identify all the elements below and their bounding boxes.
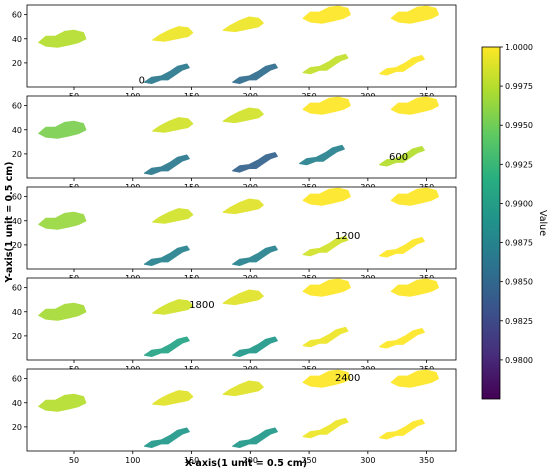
colorbar-label: Value [537,210,548,236]
y-tick-label: 40 [12,399,22,408]
subplot-frame [26,368,457,452]
heat-blob [222,380,264,397]
heat-blob [390,187,439,206]
heat-blob [143,154,190,175]
colorbar-tick-label: 0.9800 [505,356,533,365]
y-tick-label: 40 [12,35,22,44]
colorbar-tick-label: 0.9900 [505,199,533,208]
heat-blob [143,427,190,448]
time-annotation: 600 [389,152,408,163]
y-tick-label: 60 [12,102,22,111]
heat-blob [222,289,264,306]
heat-blob [302,53,349,75]
x-axis-label: X-axis(1 unit = 0.5 cm) [185,458,307,469]
heat-blob [38,393,87,412]
heat-blob [152,390,194,406]
y-tick-label: 20 [12,332,22,341]
heat-blob [222,198,264,215]
heat-blob [232,427,278,448]
time-annotation: 1800 [189,300,214,311]
heat-blob [38,211,87,230]
heat-blob [302,96,351,115]
y-axis-label: Y-axis(1 unit = 0.5 cm) [4,161,15,283]
y-tick-label: 40 [12,217,22,226]
colorbar-gradient [481,46,501,400]
colorbar-tick-label: 0.9825 [505,317,533,326]
heat-blob [302,369,351,388]
x-tick-label: 350 [419,456,434,465]
colorbar-tick-label: 0.9950 [505,121,533,130]
heat-blob [302,278,351,297]
heat-blob [38,29,87,48]
heat-blob [379,328,425,349]
heat-blob [152,26,194,42]
subplot-panel: 501001502002503003502040601200 [12,186,457,283]
x-tick-label: 300 [360,456,375,465]
heat-blob [143,63,190,85]
y-tick-label: 40 [12,126,22,135]
x-tick-label: 150 [184,456,199,465]
y-tick-label: 20 [12,423,22,432]
heat-blob [152,299,194,315]
time-annotation: 0 [139,75,145,86]
colorbar-tick-label: 0.9925 [505,160,533,169]
heat-blob [302,417,349,439]
heat-blob [222,107,264,124]
subplot-panel: 50100150200250300350204060600 [12,95,457,192]
y-tick-label: 60 [12,284,22,293]
y-tick-label: 60 [12,193,22,202]
subplot-panel: 50 100 150 200 250 300 350 20 40 60 2400 [12,368,457,465]
time-annotation: 2400 [335,373,360,384]
heat-blob [222,16,264,33]
y-tick-label: 60 [12,375,22,384]
heat-blob [390,96,439,115]
heat-blob [299,144,345,166]
heat-blob [302,187,351,206]
subplot-panels: 5010015020025030035020406005010015020025… [12,4,457,465]
subplot-frame [26,186,457,270]
x-tick-label: 250 [301,456,316,465]
colorbar-tick-label: 0.9850 [505,278,533,287]
heat-blob [390,5,439,24]
heat-blob [390,278,439,297]
x-tick-label: 200 [243,456,258,465]
x-tick-label: 50 [69,456,79,465]
heat-blob [143,245,190,266]
y-tick-label: 20 [12,241,22,250]
y-tick-label: 20 [12,150,22,159]
heat-blob [38,120,87,139]
heat-blob [379,54,425,76]
colorbar-tick-label: 0.9875 [505,239,533,248]
heat-blob [302,235,349,257]
heat-blob [232,336,278,357]
heat-blob [232,245,278,266]
heat-blob [390,369,439,388]
heat-blob [232,63,278,85]
heat-blob [152,117,194,133]
y-tick-label: 40 [12,308,22,317]
heat-blob [38,302,87,321]
heat-blob [143,336,190,357]
colorbar: 1.0000 0.9975 0.9950 0.9925 0.9900 0.9875 0.98… [481,43,548,400]
heat-blob [302,5,351,24]
y-tick-label: 20 [12,59,22,68]
time-annotation: 1200 [335,231,360,242]
heat-blob [379,419,425,440]
subplot-panel: 501001502002503003502040600 [12,4,457,101]
colorbar-ticks: 1.0000 0.9975 0.9950 0.9925 0.9900 0.9875 0.98… [500,43,533,365]
x-tick-label: 100 [125,456,140,465]
heat-blob [379,237,425,258]
heat-blob [302,326,349,348]
heat-blob [232,152,278,173]
heat-blob [152,208,194,224]
heat-blob [379,146,425,167]
subplot-panel: 501001502002503003502040601800 [12,277,457,374]
y-tick-label: 60 [12,11,22,20]
colorbar-tick-label: 1.0000 [505,43,533,52]
colorbar-tick-label: 0.9975 [505,82,533,91]
